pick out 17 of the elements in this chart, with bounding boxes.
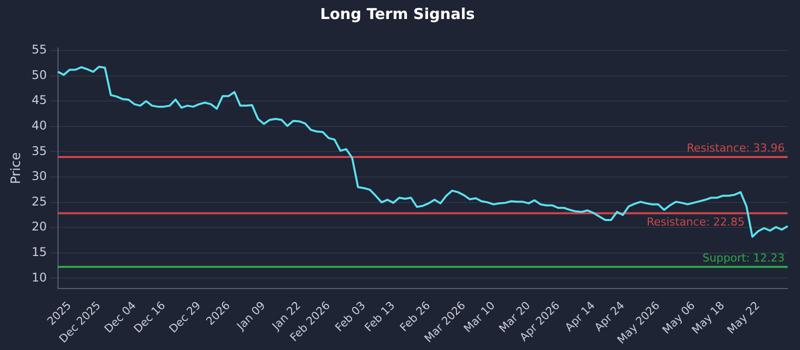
y-tick-label: 40	[32, 118, 47, 133]
y-tick-label: 50	[32, 68, 47, 82]
y-tick-label: 45	[32, 93, 47, 108]
y-tick-label: 20	[32, 220, 47, 234]
ref-line-label: Resistance: 33.96	[686, 141, 785, 154]
y-tick-label: 55	[32, 42, 47, 57]
y-tick-label: 10	[32, 270, 47, 284]
x-tick-label: Jan 09	[234, 298, 268, 334]
y-tick-label: 30	[32, 169, 47, 184]
y-tick-label: 25	[32, 194, 47, 208]
x-tick-label: Dec 29	[166, 298, 204, 336]
y-tick-label: 15	[32, 245, 47, 260]
ref-line-label: Support: 12.23	[702, 251, 785, 264]
y-tick-label: 35	[32, 144, 47, 158]
y-axis-title: Price	[9, 152, 24, 184]
chart-title: Long Term Signals	[320, 4, 475, 23]
ref-line-label: Resistance: 22.85	[646, 216, 745, 229]
